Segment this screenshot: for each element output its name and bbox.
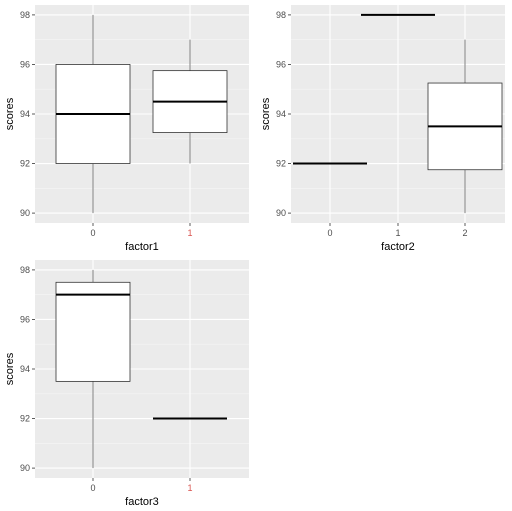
box-body — [55, 281, 131, 382]
y-tick-label: 96 — [276, 59, 286, 69]
box-factor1-1 — [152, 39, 228, 164]
x-axis-title: factor2 — [381, 241, 415, 253]
y-tick-label: 96 — [20, 314, 30, 324]
y-tick-label: 90 — [20, 208, 30, 218]
y-tick-label: 98 — [20, 10, 30, 20]
x-tick-label: 1 — [395, 228, 400, 238]
y-tick-label: 98 — [276, 10, 286, 20]
y-tick-label: 96 — [20, 59, 30, 69]
x-tick-label: 2 — [462, 228, 467, 238]
y-tick-label: 94 — [276, 109, 286, 119]
box-factor2-2 — [427, 39, 503, 214]
y-tick-label: 90 — [20, 463, 30, 473]
box-factor1-0 — [55, 14, 131, 214]
y-tick-label: 92 — [20, 159, 30, 169]
x-tick-label: 0 — [327, 228, 332, 238]
y-tick-label: 94 — [20, 109, 30, 119]
x-axis-title: factor3 — [125, 496, 159, 508]
y-axis-title: scores — [260, 97, 272, 130]
y-tick-label: 98 — [20, 265, 30, 275]
y-tick-label: 92 — [20, 414, 30, 424]
x-tick-label: 1 — [187, 228, 192, 238]
y-axis-title: scores — [4, 352, 16, 385]
y-tick-label: 94 — [20, 364, 30, 374]
x-tick-label: 0 — [90, 483, 95, 493]
y-tick-label: 90 — [276, 208, 286, 218]
x-tick-label: 1 — [187, 483, 192, 493]
panel-factor2: 90 92 94 96 98 0 1 2 factor2 scores — [260, 5, 505, 253]
panel-factor1: 90 92 94 96 98 0 1 factor1 scores — [4, 5, 249, 253]
box-factor3-0 — [55, 269, 131, 469]
panel-factor3: 90 92 94 96 98 0 1 factor3 scores — [4, 260, 249, 508]
x-tick-label: 0 — [90, 228, 95, 238]
x-axis-title: factor1 — [125, 241, 159, 253]
y-axis-title: scores — [4, 97, 16, 130]
y-tick-label: 92 — [276, 159, 286, 169]
